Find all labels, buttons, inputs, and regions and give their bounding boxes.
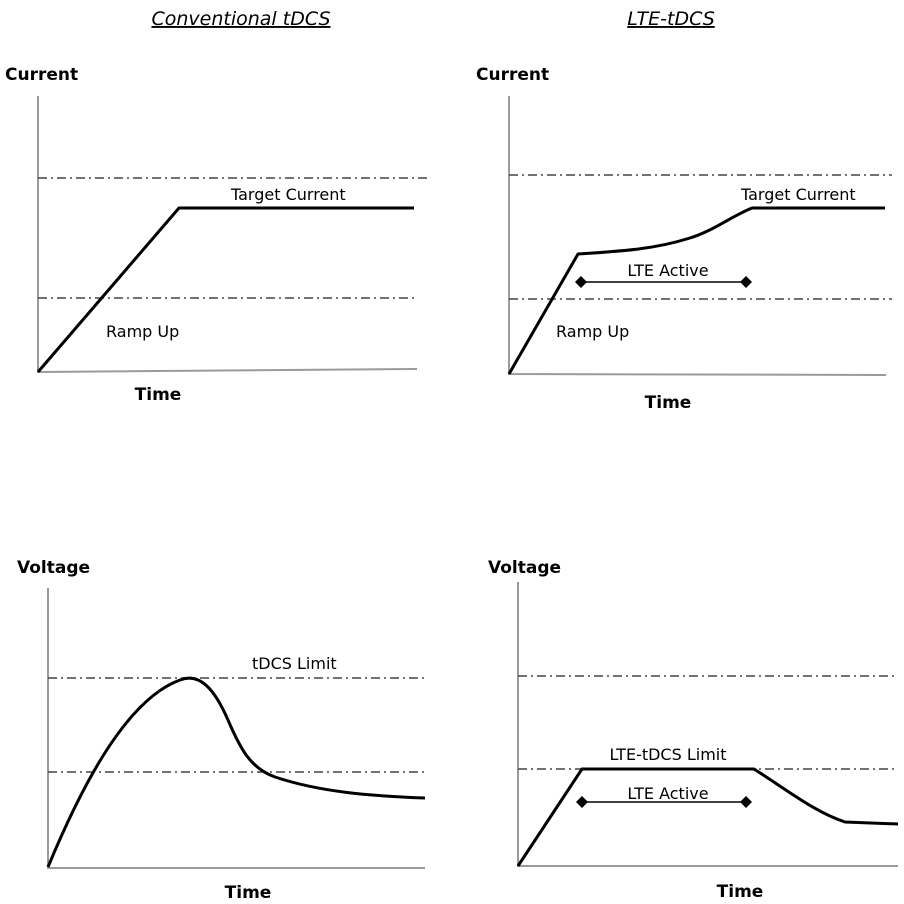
current-curve — [36, 206, 414, 373]
lte-active-interval — [576, 796, 752, 808]
x-axis-label: Time — [135, 385, 182, 405]
voltage-curve — [46, 676, 426, 868]
current-curve — [507, 206, 885, 375]
lte-active-label: LTE Active — [627, 261, 708, 280]
ramp-up-label: Ramp Up — [556, 322, 629, 341]
panel-voltage-conventional: Voltage tDCS Limit Time — [17, 558, 428, 903]
lte-active-interval — [575, 276, 752, 288]
target-current-label: Target Current — [230, 185, 346, 204]
y-axis-label: Voltage — [17, 558, 90, 578]
interval-start-marker — [576, 796, 588, 808]
target-current-label: Target Current — [740, 185, 856, 204]
ramp-up-label: Ramp Up — [106, 322, 179, 341]
lte-tdcs-limit-label: LTE-tDCS Limit — [609, 745, 726, 764]
y-axis-label: Current — [5, 65, 78, 85]
lte-active-label: LTE Active — [627, 784, 708, 803]
interval-end-marker — [740, 276, 752, 288]
x-axis-label: Time — [645, 393, 692, 413]
axes — [47, 588, 425, 869]
tdcs-limit-label: tDCS Limit — [252, 654, 337, 673]
panel-current-conventional: Current Target Current Ramp Up Time — [5, 65, 428, 405]
interval-end-marker — [740, 796, 752, 808]
x-axis-label: Time — [225, 883, 272, 903]
interval-start-marker — [575, 276, 587, 288]
panel-voltage-lte: Voltage LTE-tDCS Limit LTE Active Time — [488, 558, 899, 902]
voltage-curve — [516, 767, 899, 867]
column-title-lte: LTE-tDCS — [627, 8, 715, 30]
y-axis-label: Voltage — [488, 558, 561, 578]
column-title-conventional: Conventional tDCS — [151, 8, 330, 30]
panel-current-lte: Current Target Current LTE Active Ramp U… — [476, 65, 892, 413]
x-axis-label: Time — [717, 882, 764, 902]
axes — [517, 582, 898, 867]
y-axis-label: Current — [476, 65, 549, 85]
axes — [37, 96, 418, 374]
